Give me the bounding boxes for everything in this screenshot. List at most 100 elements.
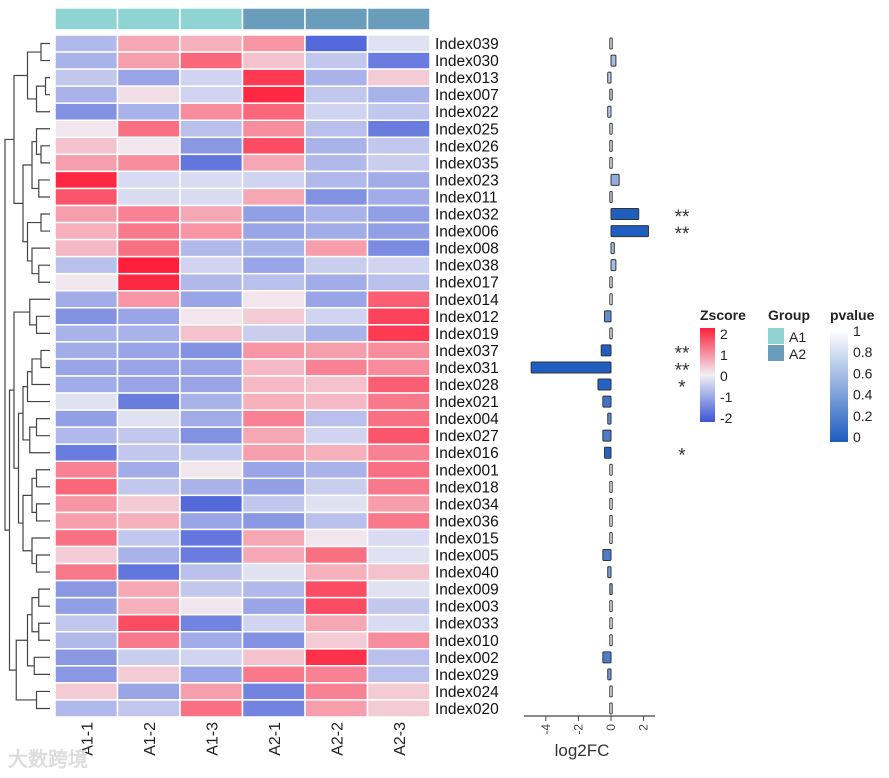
row-label: Index025	[435, 121, 499, 138]
heatmap-cell	[179, 255, 244, 275]
heatmap-cell	[241, 443, 306, 463]
log2fc-bar	[609, 190, 613, 203]
significance-label: **	[675, 343, 690, 364]
x-tick-label: -4	[539, 724, 553, 735]
heatmap-cell	[241, 136, 306, 156]
heatmap-cell	[241, 170, 306, 190]
dendrogram-branch	[13, 74, 28, 204]
heatmap-cell	[54, 290, 119, 309]
row-label: Index027	[435, 428, 499, 445]
heatmap-cell	[366, 85, 431, 104]
heatmap-cell	[116, 153, 181, 173]
heatmap-cell	[366, 511, 431, 531]
heatmap-cell	[304, 153, 369, 173]
heatmap-cell	[179, 631, 244, 650]
row-label: Index015	[435, 530, 499, 547]
log2fc-bar	[607, 668, 612, 681]
row-label: Index012	[435, 309, 499, 326]
heatmap-cell	[304, 307, 369, 326]
heatmap-cell	[179, 34, 244, 53]
heatmap-cell	[241, 682, 306, 701]
dendrogram-branch	[22, 386, 30, 441]
dendrogram-branch	[22, 494, 32, 552]
row-label: Index034	[435, 496, 499, 513]
heatmap-cell	[366, 631, 431, 650]
zscore-tick-label: -2	[720, 410, 733, 426]
heatmap-cell	[116, 136, 181, 156]
log2fc-bar	[609, 122, 613, 135]
heatmap-cell	[241, 34, 306, 53]
dendrogram-branch	[31, 537, 50, 565]
heatmap-cell	[366, 119, 431, 139]
log2fc-bar	[610, 173, 620, 186]
column-label: A2-1	[267, 722, 284, 756]
heatmap-cell	[179, 426, 244, 445]
heatmap-cell	[241, 613, 306, 633]
heatmap-cell	[116, 648, 181, 667]
log2fc-bar	[609, 583, 613, 596]
heatmap-cell	[54, 460, 119, 480]
heatmap-cell	[54, 511, 119, 531]
heatmap-cell	[304, 51, 369, 70]
heatmap-cell	[179, 699, 244, 718]
log2fc-bar	[602, 395, 612, 408]
heatmap-cell	[116, 290, 181, 309]
row-label: Index017	[435, 275, 499, 292]
heatmap-cell	[241, 119, 306, 139]
log2fc-bar	[607, 71, 612, 84]
heatmap-cell	[179, 358, 244, 377]
row-label: Index031	[435, 360, 499, 377]
dendrogram-branch	[40, 349, 50, 369]
heatmap-cell	[54, 170, 119, 190]
group-annotation-cell	[304, 7, 369, 31]
dendrogram-branch	[31, 597, 39, 633]
row-label: Index005	[435, 548, 499, 565]
heatmap-cell	[116, 187, 181, 207]
log2fc-bar	[610, 208, 640, 221]
heatmap-cell	[366, 204, 431, 224]
log2fc-bar	[600, 344, 612, 357]
dendrogram-branch	[35, 469, 50, 488]
heatmap-cell	[366, 682, 431, 701]
heatmap-cell	[304, 682, 369, 701]
dendrogram-branch	[26, 614, 35, 667]
heatmap-cell	[366, 221, 431, 241]
heatmap-cell	[304, 699, 369, 718]
group-legend-swatch	[768, 328, 784, 344]
significance-label: *	[678, 378, 686, 399]
heatmap-cell	[241, 477, 306, 497]
row-label: Index020	[435, 701, 499, 718]
row-label: Index028	[435, 377, 499, 394]
heatmap-cell	[116, 324, 181, 343]
heatmap-cell	[54, 341, 119, 360]
heatmap-cell	[366, 290, 431, 309]
heatmap-cell	[366, 307, 431, 326]
dendrogram-branch	[38, 179, 50, 198]
heatmap-cell	[179, 170, 244, 190]
row-label: Index032	[435, 207, 499, 224]
heatmap-cell	[179, 153, 244, 173]
row-label: Index039	[435, 36, 499, 53]
heatmap-cell	[116, 443, 181, 463]
heatmap-cell	[241, 665, 306, 684]
heatmap-cell	[54, 392, 119, 411]
log2fc-bar	[609, 634, 613, 647]
column-label: A1-1	[79, 722, 96, 756]
group-legend-swatch	[768, 345, 784, 361]
row-label: Index035	[435, 155, 499, 172]
heatmap-cell	[366, 255, 431, 275]
heatmap-cell	[179, 136, 244, 156]
row-label: Index010	[435, 633, 499, 650]
heatmap-cell	[366, 613, 431, 633]
heatmap-cell	[241, 68, 306, 87]
heatmap-cell	[366, 443, 431, 463]
heatmap-cell	[54, 682, 119, 701]
heatmap-cell	[304, 68, 369, 87]
heatmap-cell	[304, 596, 369, 616]
log2fc-bar	[609, 156, 613, 169]
pvalue-tick-label: 0.8	[853, 344, 873, 360]
heatmap-cell	[179, 68, 244, 87]
heatmap-cell	[304, 409, 369, 428]
heatmap-cell	[116, 528, 181, 548]
log2fc-bar	[602, 651, 612, 664]
